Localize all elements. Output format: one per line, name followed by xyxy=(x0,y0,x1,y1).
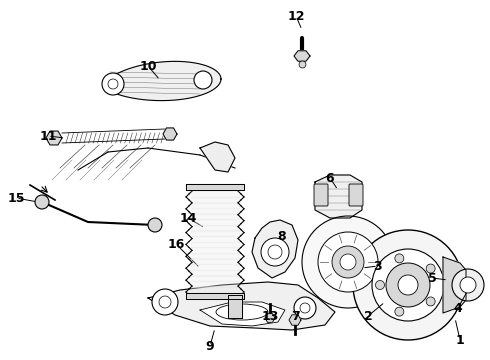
Circle shape xyxy=(372,249,444,321)
FancyBboxPatch shape xyxy=(349,184,363,206)
FancyBboxPatch shape xyxy=(314,184,328,206)
Text: 1: 1 xyxy=(456,333,465,346)
Circle shape xyxy=(460,277,476,293)
Polygon shape xyxy=(289,315,301,325)
Text: 7: 7 xyxy=(291,310,299,323)
Circle shape xyxy=(386,263,430,307)
Circle shape xyxy=(395,254,404,263)
Text: 9: 9 xyxy=(206,339,214,352)
Text: 6: 6 xyxy=(326,171,334,185)
Circle shape xyxy=(375,280,385,289)
Circle shape xyxy=(148,218,162,232)
Text: 14: 14 xyxy=(179,212,197,225)
Polygon shape xyxy=(315,175,362,218)
Polygon shape xyxy=(186,184,244,190)
Text: 12: 12 xyxy=(287,9,305,23)
Circle shape xyxy=(261,238,289,266)
Circle shape xyxy=(35,195,49,209)
Text: 16: 16 xyxy=(167,238,185,251)
Circle shape xyxy=(426,297,435,306)
Text: 3: 3 xyxy=(374,260,382,273)
Polygon shape xyxy=(228,295,242,318)
Polygon shape xyxy=(163,128,177,140)
Polygon shape xyxy=(105,61,221,100)
Polygon shape xyxy=(148,282,335,330)
Circle shape xyxy=(294,297,316,319)
Text: 5: 5 xyxy=(428,271,437,284)
Text: 10: 10 xyxy=(139,59,157,72)
Circle shape xyxy=(332,246,364,278)
Circle shape xyxy=(102,73,124,95)
Circle shape xyxy=(395,307,404,316)
Text: 4: 4 xyxy=(454,302,463,315)
Circle shape xyxy=(194,71,212,89)
Polygon shape xyxy=(186,293,244,299)
Polygon shape xyxy=(265,314,275,322)
Circle shape xyxy=(302,216,394,308)
Polygon shape xyxy=(294,51,310,61)
Circle shape xyxy=(452,269,484,301)
Text: 15: 15 xyxy=(7,192,25,204)
Circle shape xyxy=(318,232,378,292)
Circle shape xyxy=(340,254,356,270)
Text: 2: 2 xyxy=(364,310,372,323)
Polygon shape xyxy=(46,131,62,145)
Text: 13: 13 xyxy=(261,310,279,323)
Circle shape xyxy=(152,289,178,315)
Text: 8: 8 xyxy=(278,230,286,243)
Circle shape xyxy=(353,230,463,340)
Text: 11: 11 xyxy=(39,130,57,143)
Circle shape xyxy=(426,264,435,273)
Polygon shape xyxy=(443,257,466,313)
Polygon shape xyxy=(200,302,285,326)
Polygon shape xyxy=(252,220,298,278)
Polygon shape xyxy=(200,142,235,172)
Circle shape xyxy=(398,275,418,295)
